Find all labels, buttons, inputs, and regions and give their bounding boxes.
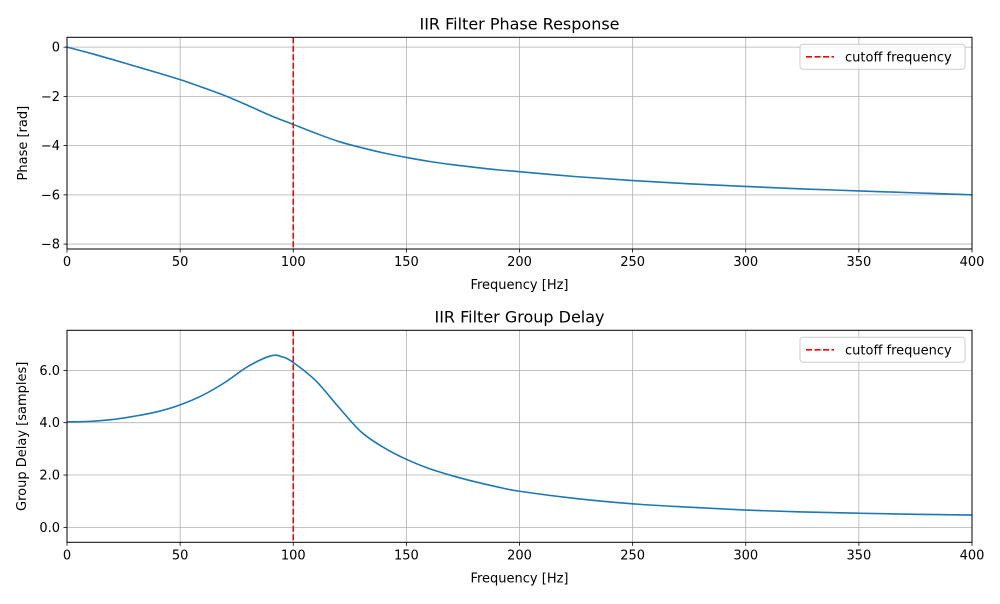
x-tick-label: 100 — [281, 548, 306, 563]
data-line — [66, 354, 973, 516]
y-tick-label: 2.0 — [39, 469, 60, 484]
data-line — [66, 46, 973, 196]
x-tick-label: 50 — [172, 255, 189, 270]
legend: cutoff frequency — [799, 336, 966, 363]
x-tick-label: 150 — [394, 255, 419, 270]
y-tick-label: 0.0 — [39, 521, 60, 536]
x-tick-label: 350 — [846, 548, 871, 563]
chart-title: IIR Filter Phase Response — [419, 14, 619, 33]
y-tick-label: −8 — [41, 238, 60, 253]
y-tick-label: −4 — [41, 139, 60, 154]
y-tick-label: 6.0 — [39, 364, 60, 379]
x-axis-label: Frequency [Hz] — [470, 571, 568, 586]
subplot-2: 0 50 100 150 200 250 300 350 400 0.0 2.0 4.0 6.0 IIR … — [15, 307, 984, 586]
x-tick-label: 300 — [733, 548, 758, 563]
legend-box — [799, 43, 966, 70]
x-tick-label: 400 — [960, 548, 985, 563]
y-tick-label: 0 — [52, 41, 60, 56]
y-tick-label: −6 — [41, 188, 60, 203]
x-tick-label: 150 — [394, 548, 419, 563]
legend: cutoff frequency — [799, 43, 966, 70]
x-tick-label: 250 — [620, 548, 645, 563]
x-tick-label: 0 — [63, 548, 71, 563]
x-tick-label: 350 — [846, 255, 871, 270]
legend-box — [799, 336, 966, 363]
x-tick-label: 400 — [960, 255, 985, 270]
y-axis-label: Group Delay [samples] — [15, 362, 30, 511]
chart-title: IIR Filter Group Delay — [434, 307, 604, 326]
y-tick-label: 4.0 — [39, 416, 60, 431]
x-tick-label: 250 — [620, 255, 645, 270]
x-tick-label: 0 — [63, 255, 71, 270]
subplot-1: 0 50 100 150 200 250 300 350 400 0 −2 −4 −6 −8 IIR Fil… — [16, 14, 984, 293]
x-tick-label: 200 — [507, 548, 532, 563]
y-tick-label: −2 — [41, 90, 60, 105]
x-tick-label: 300 — [733, 255, 758, 270]
y-axis-label: Phase [rad] — [16, 106, 31, 181]
legend-label: cutoff frequency — [845, 343, 952, 358]
axes-frame — [66, 36, 973, 250]
x-tick-label: 100 — [281, 255, 306, 270]
x-axis-label: Frequency [Hz] — [470, 278, 568, 293]
x-tick-label: 200 — [507, 255, 532, 270]
legend-label: cutoff frequency — [845, 50, 952, 65]
axes-frame — [66, 329, 973, 543]
x-tick-label: 50 — [172, 548, 189, 563]
